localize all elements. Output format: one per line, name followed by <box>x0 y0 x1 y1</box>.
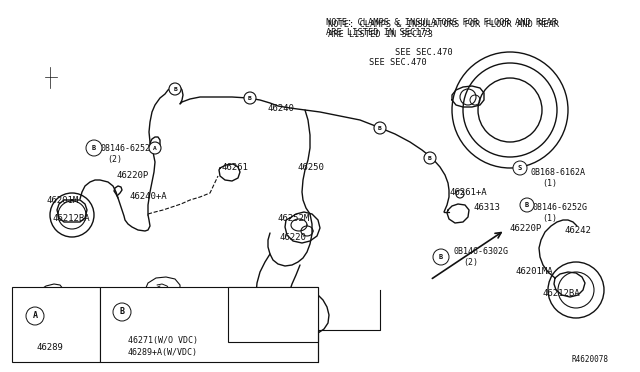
Text: R4620078: R4620078 <box>572 356 609 365</box>
Text: SEE SEC.470: SEE SEC.470 <box>395 48 452 57</box>
Text: (2): (2) <box>107 154 122 164</box>
Text: (2): (2) <box>463 259 478 267</box>
Circle shape <box>244 92 256 104</box>
Text: 46289: 46289 <box>36 343 63 353</box>
Text: B: B <box>92 145 96 151</box>
Circle shape <box>86 140 102 156</box>
Text: 46240+A: 46240+A <box>130 192 168 201</box>
Text: A: A <box>153 145 157 151</box>
Circle shape <box>26 307 44 325</box>
Text: NOTE: CLAMPS & INSULATORS FOR FLOOR AND REAR
ARE LISTED IN SEC173: NOTE: CLAMPS & INSULATORS FOR FLOOR AND … <box>326 18 557 38</box>
Text: 46261: 46261 <box>222 163 249 171</box>
Text: B: B <box>428 155 432 160</box>
Text: B: B <box>378 125 382 131</box>
Text: 46220P: 46220P <box>116 170 148 180</box>
Circle shape <box>149 142 161 154</box>
Text: 46220: 46220 <box>280 232 307 241</box>
Text: B: B <box>439 254 443 260</box>
Circle shape <box>424 152 436 164</box>
Text: 46271(W/O VDC): 46271(W/O VDC) <box>128 336 198 344</box>
Circle shape <box>433 249 449 265</box>
Text: 0B168-6162A: 0B168-6162A <box>531 167 586 176</box>
Text: 46201M: 46201M <box>46 196 78 205</box>
Text: 46201MA: 46201MA <box>516 267 554 276</box>
Text: B: B <box>120 308 125 317</box>
Bar <box>100 287 318 362</box>
Text: NOTE: CLAMPS & INSULATORS FOR FLOOR AND REAR
ARE LISTED IN SEC173: NOTE: CLAMPS & INSULATORS FOR FLOOR AND … <box>328 20 559 39</box>
Text: 08146-6252G: 08146-6252G <box>100 144 155 153</box>
Text: 46261+A: 46261+A <box>450 187 488 196</box>
Text: 46289+A(W/VDC): 46289+A(W/VDC) <box>128 347 198 356</box>
Text: 46220P: 46220P <box>510 224 542 232</box>
Text: 46313: 46313 <box>474 202 501 212</box>
Text: B: B <box>525 202 529 208</box>
Text: 46250: 46250 <box>298 163 325 171</box>
Text: B: B <box>248 96 252 100</box>
Text: S: S <box>518 165 522 171</box>
Text: SEE SEC.470: SEE SEC.470 <box>369 58 427 67</box>
Text: 0B146-6302G: 0B146-6302G <box>454 247 509 257</box>
Circle shape <box>113 303 131 321</box>
Circle shape <box>169 83 181 95</box>
Bar <box>12 287 100 362</box>
Text: 46212BA: 46212BA <box>543 289 580 298</box>
Circle shape <box>374 122 386 134</box>
Text: B: B <box>173 87 177 92</box>
Text: (1): (1) <box>542 214 557 222</box>
Circle shape <box>520 198 534 212</box>
Text: 46240: 46240 <box>268 103 295 112</box>
Circle shape <box>513 161 527 175</box>
Text: 46212BA: 46212BA <box>52 214 90 222</box>
Bar <box>228 287 318 342</box>
Text: 46252M: 46252M <box>278 214 310 222</box>
Text: 46242: 46242 <box>565 225 592 234</box>
Text: 08146-6252G: 08146-6252G <box>533 202 588 212</box>
Text: A: A <box>33 311 38 321</box>
Text: (1): (1) <box>542 179 557 187</box>
